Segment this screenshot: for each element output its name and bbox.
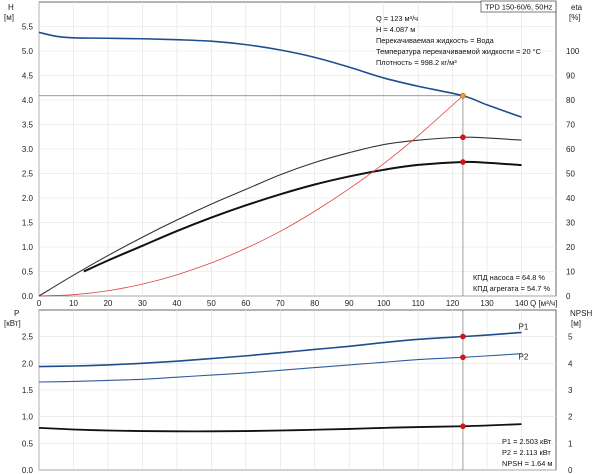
head-tick-label: 0.5: [22, 268, 34, 277]
bottom-marker-2: [460, 423, 466, 430]
top-marker-1: [460, 134, 466, 141]
head-tick-label: 1.0: [22, 243, 34, 252]
power-tick-labels: 0.0 0.5 1.0 1.5 2.0 2.5: [22, 333, 34, 474]
npsh-tick-labels: 0 1 2 3 4 5: [568, 333, 573, 474]
head-tick-label: 0.0: [22, 292, 34, 301]
head-tick-label: 3.5: [22, 121, 34, 130]
model-title: TPD 150-60/6, 50Hz: [485, 3, 553, 12]
marker-group: [460, 92, 466, 430]
eta-tick-label: 70: [566, 121, 575, 130]
eta-tick-label: 100: [566, 47, 580, 56]
eta-tick-label: 0: [566, 292, 571, 301]
x-tick-label: 60: [241, 299, 250, 308]
info-flow: Q = 123 м³/ч: [376, 14, 418, 23]
x-tick-label: 140: [515, 299, 529, 308]
power-tick-label: 0.5: [22, 439, 34, 448]
top-marker-0: [460, 92, 466, 99]
x-tick-label: 0: [37, 299, 42, 308]
P2-curve: [38, 353, 522, 383]
info-liquid: Перекачиваемая жидкость = Вода: [376, 36, 495, 45]
power-tick-label: 1.5: [22, 386, 34, 395]
x-tick-label: 10: [69, 299, 78, 308]
power-tick-label: 2.0: [22, 359, 34, 368]
unit-efficiency-note: КПД агрегата = 54.7 %: [473, 284, 550, 293]
power-axis-label: P: [14, 309, 19, 318]
npsh-note: NPSH = 1.64 м: [502, 459, 552, 468]
p1-series-label: P1: [519, 322, 529, 331]
pump-efficiency-note: КПД насоса = 64.8 %: [473, 273, 545, 282]
eta-tick-label: 10: [566, 268, 575, 277]
eta-tick-labels: 0 10 20 30 40 50 60 70 80 90 100: [566, 47, 580, 301]
eta-tick-label: 60: [566, 145, 575, 154]
efficiency-pump-curve: [38, 136, 522, 297]
top-grid: [38, 2, 556, 297]
P1-curve: [38, 331, 522, 368]
efficiency-unit-curve: [83, 160, 522, 273]
info-head: H = 4.087 м: [376, 25, 415, 34]
flow-tick-labels: 0 10 20 30 40 50 60 70 80 90 100 110 120 130 140: [37, 299, 529, 308]
top-marker-2: [460, 159, 466, 165]
head-tick-label: 3.0: [22, 145, 34, 154]
info-temperature: Температура перекачиваемой жидкости = 20…: [376, 47, 542, 56]
head-tick-label: 5.5: [22, 23, 34, 32]
top-series-group: [38, 31, 522, 297]
p2-series-label: P2: [519, 353, 529, 362]
eta-axis-unit: [%]: [569, 13, 581, 22]
eta-axis-label: eta: [571, 3, 583, 12]
power-tick-label: 1.0: [22, 413, 34, 422]
power-tick-label: 0.0: [22, 466, 34, 474]
npsh-tick-label: 5: [568, 333, 573, 342]
head-tick-label: 4.0: [22, 96, 34, 105]
eta-tick-label: 80: [566, 96, 575, 105]
head-curve: [38, 31, 522, 118]
x-tick-label: 80: [310, 299, 319, 308]
p2-note: P2 = 2.113 кВт: [502, 448, 551, 457]
bottom-series-group: [38, 331, 522, 433]
head-tick-label: 5.0: [22, 47, 34, 56]
head-tick-label: 2.5: [22, 170, 34, 179]
bottom-marker-0: [460, 333, 466, 340]
eta-tick-label: 20: [566, 243, 575, 252]
power-tick-label: 2.5: [22, 333, 34, 342]
x-tick-label: 90: [345, 299, 354, 308]
npsh-axis-unit: [м]: [571, 319, 581, 328]
npsh-tick-label: 1: [568, 439, 573, 448]
x-tick-label: 50: [207, 299, 216, 308]
power-axis-unit: [кВт]: [4, 319, 21, 328]
x-axis-label: Q [м³/ч]: [530, 299, 557, 308]
bottom-grid: [38, 310, 556, 471]
eta-tick-label: 90: [566, 72, 575, 81]
head-tick-labels: 0.0 0.5 1.0 1.5 2.0 2.5 3.0 3.5 4.0 4.5 5.0 5.5: [22, 23, 34, 302]
npsh-axis-label: NPSH: [570, 309, 592, 318]
x-tick-label: 20: [103, 299, 112, 308]
eta-tick-label: 40: [566, 194, 575, 203]
x-tick-label: 30: [138, 299, 147, 308]
head-tick-label: 1.5: [22, 219, 34, 228]
head-axis-unit: [м]: [4, 13, 14, 22]
head-tick-label: 4.5: [22, 72, 34, 81]
bottom-marker-1: [460, 354, 466, 361]
model-title-box: [480, 0, 557, 13]
eta-tick-label: 50: [566, 170, 575, 179]
npsh-tick-label: 4: [568, 359, 573, 368]
x-tick-label: 100: [377, 299, 391, 308]
info-density: Плотность = 998.2 кг/м³: [376, 58, 457, 67]
system-curve-curve: [38, 95, 464, 297]
npsh-tick-label: 3: [568, 386, 573, 395]
x-tick-label: 130: [480, 299, 494, 308]
npsh-tick-label: 0: [568, 466, 573, 474]
p1-note: P1 = 2.503 кВт: [502, 437, 552, 446]
head-tick-label: 2.0: [22, 194, 34, 203]
npsh-tick-label: 2: [568, 413, 573, 422]
x-tick-label: 40: [172, 299, 181, 308]
x-tick-label: 70: [276, 299, 285, 308]
x-tick-label: 110: [412, 299, 425, 308]
head-axis-label: H: [8, 3, 14, 12]
x-tick-label: 120: [446, 299, 460, 308]
NPSH-curve: [38, 423, 522, 433]
eta-tick-label: 30: [566, 219, 575, 228]
